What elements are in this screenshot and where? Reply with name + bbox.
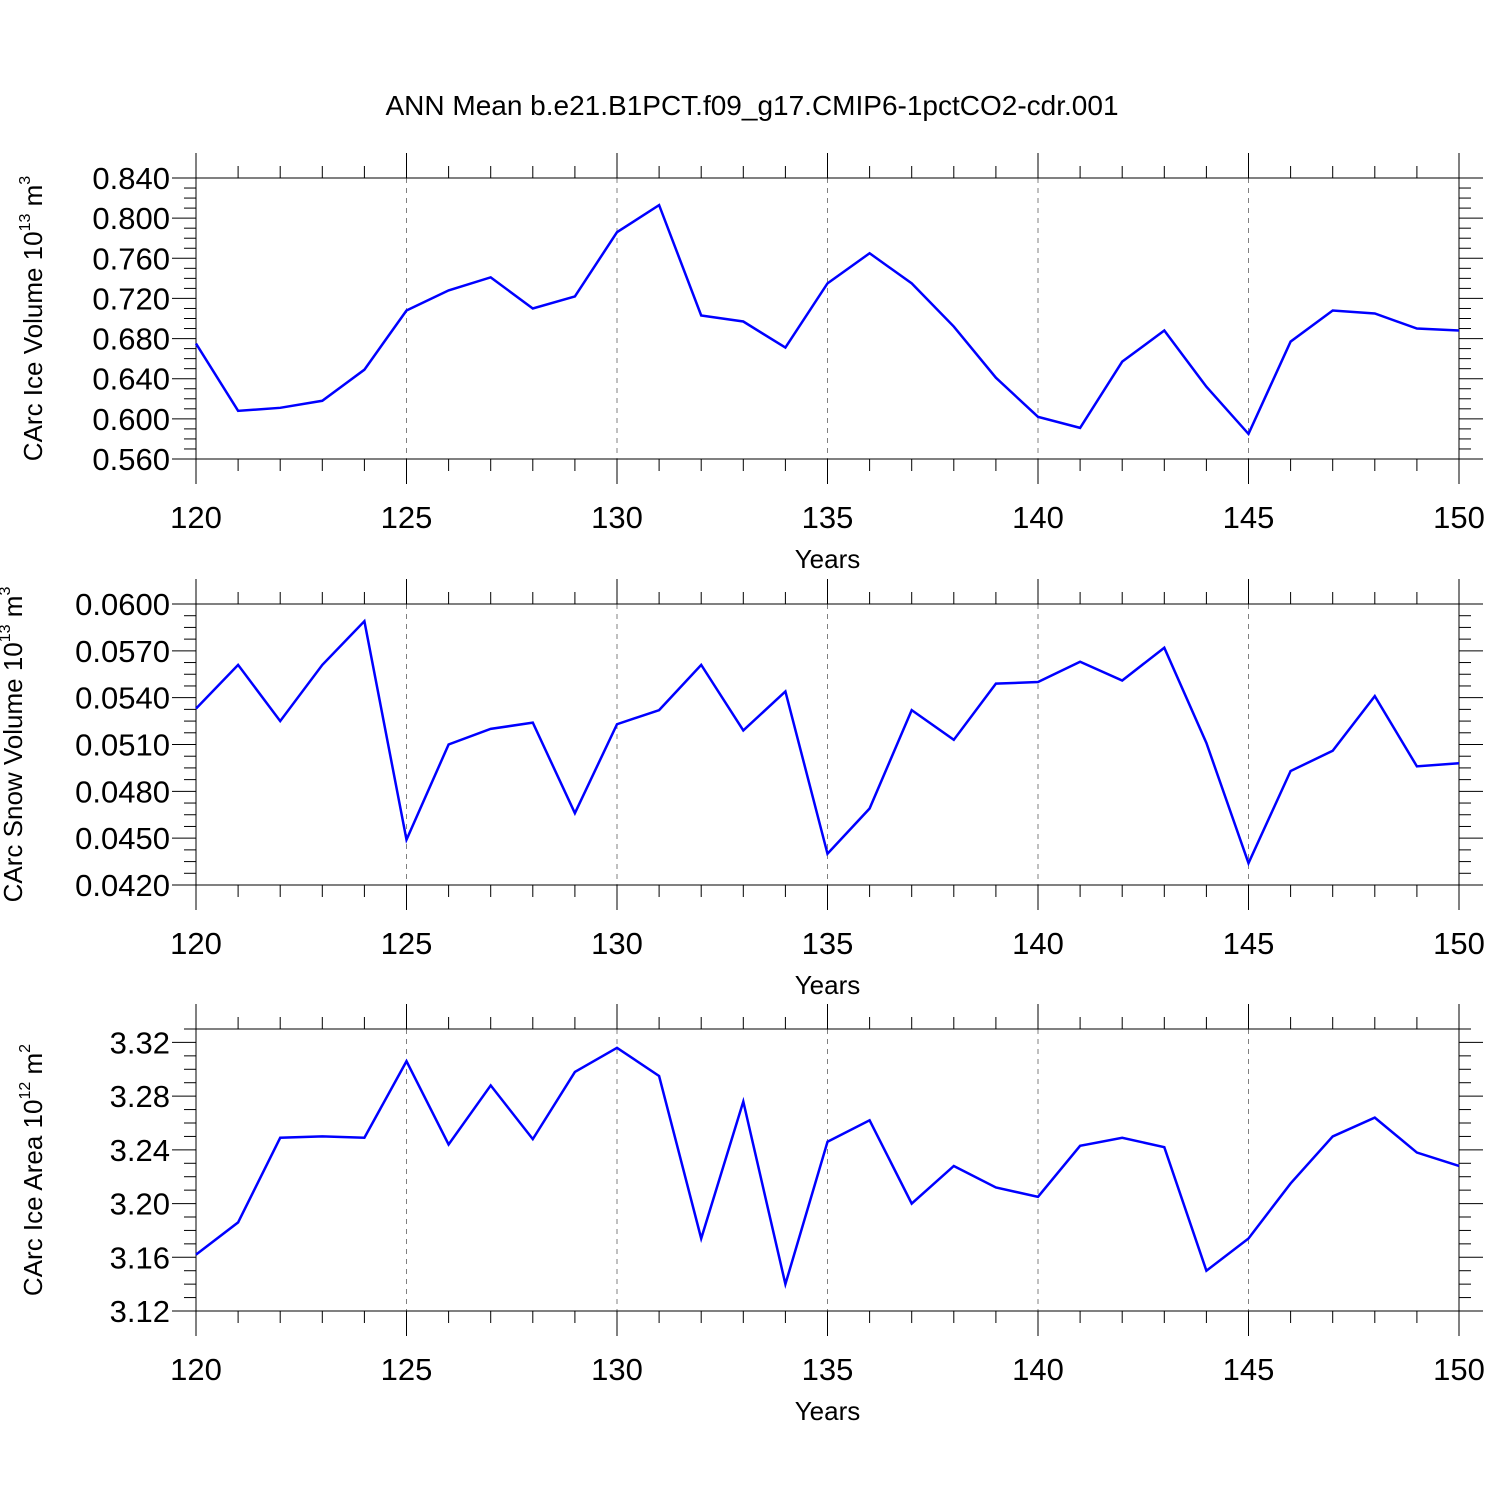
y-tick-label: 3.24 [110, 1133, 170, 1168]
y-tick-label: 0.0420 [75, 868, 170, 903]
chart-title: ANN Mean b.e21.B1PCT.f09_g17.CMIP6-1pctC… [385, 90, 1118, 121]
x-tick-label: 125 [381, 500, 433, 535]
y-axis-label-part: CArc Ice Area 10 [18, 1100, 48, 1297]
y-axis-label-superscript: 13 [17, 214, 34, 232]
y-tick-label: 3.12 [110, 1294, 170, 1329]
y-axis-label-superscript: 3 [17, 176, 34, 185]
x-tick-label: 140 [1012, 500, 1064, 535]
y-tick-label: 0.0510 [75, 728, 170, 763]
y-tick-label: 3.16 [110, 1240, 170, 1275]
panels: 0.840 0.800 0.760 0.720 0.680 0.640 0.600 0.560… [0, 153, 1485, 1426]
y-tick-label: 3.32 [110, 1025, 170, 1060]
y-axis-label-superscript: 2 [17, 1044, 34, 1053]
y-tick-label: 3.20 [110, 1187, 170, 1222]
y-axis-label-part: m [0, 596, 28, 625]
x-tick-label: 120 [170, 500, 222, 535]
panel-1: 0.840 0.800 0.760 0.720 0.680 0.640 0.600 0.560… [17, 153, 1485, 574]
y-tick-label: 0.600 [92, 402, 170, 437]
y-axis-label-part: CArc Ice Volume 10 [18, 231, 48, 461]
y-axis-label-part: m [18, 185, 48, 214]
x-axis-label: Years [795, 970, 861, 1000]
x-tick-label: 130 [591, 926, 643, 961]
y-tick-label: 0.0600 [75, 587, 170, 622]
y-tick-label: 0.640 [92, 362, 170, 397]
y-axis-label: CArc Ice Volume 1013 m3 [17, 176, 48, 461]
x-tick-label: 135 [802, 1352, 854, 1387]
x-tick-label: 145 [1223, 500, 1275, 535]
x-tick-label: 120 [170, 926, 222, 961]
y-axis-label-part: m [18, 1053, 48, 1082]
y-axis-label: CArc Snow Volume 1013 m3 [0, 587, 28, 903]
y-tick-label: 0.760 [92, 241, 170, 276]
x-tick-label: 125 [381, 1352, 433, 1387]
y-tick-label: 0.720 [92, 281, 170, 316]
x-tick-label: 150 [1433, 926, 1485, 961]
x-tick-label: 140 [1012, 1352, 1064, 1387]
x-axis-label: Years [795, 544, 861, 574]
x-tick-label: 150 [1433, 1352, 1485, 1387]
y-axis-label-part: CArc Snow Volume 10 [0, 642, 28, 902]
panel-2: 0.0600 0.0570 0.0540 0.0510 0.0480 0.0450 0.04… [0, 579, 1485, 1000]
x-tick-label: 135 [802, 500, 854, 535]
y-tick-label: 0.680 [92, 322, 170, 357]
y-axis-label-superscript: 12 [17, 1082, 34, 1100]
y-tick-label: 0.840 [92, 161, 170, 196]
y-tick-label: 0.0450 [75, 821, 170, 856]
x-tick-label: 140 [1012, 926, 1064, 961]
x-tick-label: 145 [1223, 926, 1275, 961]
y-tick-label: 0.800 [92, 201, 170, 236]
y-tick-label: 0.0540 [75, 681, 170, 716]
x-tick-label: 135 [802, 926, 854, 961]
x-tick-label: 125 [381, 926, 433, 961]
x-tick-label: 120 [170, 1352, 222, 1387]
y-tick-label: 3.28 [110, 1079, 170, 1114]
y-axis-label-superscript: 3 [0, 587, 14, 596]
x-tick-label: 130 [591, 500, 643, 535]
y-axis-label: CArc Ice Area 1012 m2 [17, 1044, 48, 1296]
y-tick-label: 0.560 [92, 442, 170, 477]
x-axis-label: Years [795, 1396, 861, 1426]
x-tick-label: 150 [1433, 500, 1485, 535]
y-tick-label: 0.0480 [75, 774, 170, 809]
x-tick-label: 130 [591, 1352, 643, 1387]
y-axis-label-superscript: 13 [0, 624, 14, 642]
y-tick-label: 0.0570 [75, 634, 170, 669]
x-tick-label: 145 [1223, 1352, 1275, 1387]
